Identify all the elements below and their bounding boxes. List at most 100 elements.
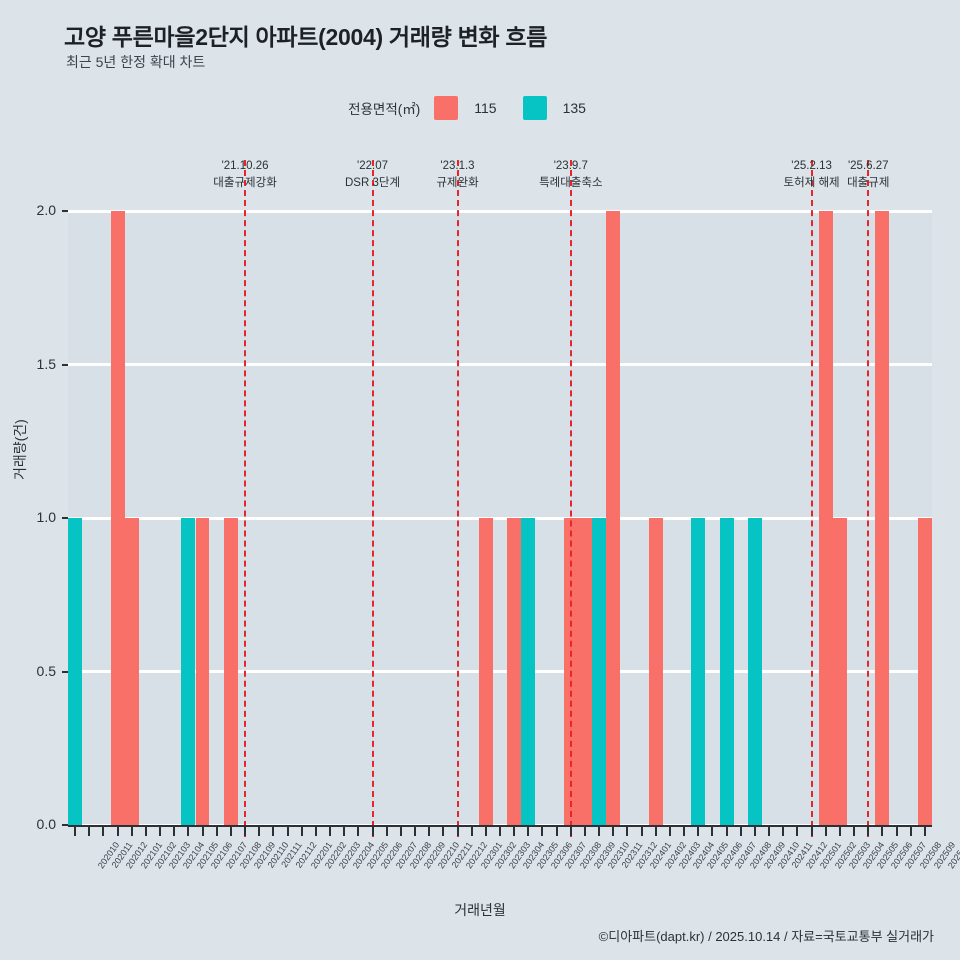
- bar-115-202503[interactable]: [818, 211, 833, 825]
- x-tick: [159, 827, 162, 836]
- bar-135-202408[interactable]: [719, 518, 734, 825]
- x-tick: [102, 827, 105, 836]
- bar-135-202306[interactable]: [521, 518, 536, 825]
- x-tick: [739, 827, 742, 836]
- x-tick: [428, 827, 431, 836]
- legend-label-115: 115: [474, 100, 497, 116]
- y-tick-mark: [62, 363, 68, 366]
- bar-115-202504[interactable]: [832, 518, 847, 825]
- x-tick: [470, 827, 473, 836]
- x-tick: [895, 827, 898, 836]
- event-date: '23.1.3: [440, 160, 475, 172]
- x-tick: [527, 827, 530, 836]
- event-text: DSR 3단계: [345, 177, 401, 189]
- x-tick: [824, 827, 827, 836]
- y-tick-mark: [62, 210, 68, 212]
- legend-swatch-135: [522, 96, 547, 120]
- page-subtitle: 최근 5년 한정 확대 차트: [66, 54, 206, 70]
- event-line-202207: [371, 160, 374, 837]
- event-label-202506: '25.6.27 대출규제: [798, 158, 938, 192]
- bar-135-202406[interactable]: [691, 518, 706, 825]
- event-date: '25.2.13: [791, 160, 832, 172]
- bar-115-202102[interactable]: [124, 518, 139, 825]
- x-axis-line: [68, 825, 932, 827]
- y-tick-label: 0.0: [36, 816, 56, 832]
- bar-115-202107[interactable]: [195, 518, 210, 825]
- event-text: 대출규제강화: [213, 177, 277, 189]
- bar-115-202510[interactable]: [917, 518, 932, 825]
- x-tick: [683, 827, 686, 836]
- legend-title: 전용면적(㎡): [348, 102, 421, 117]
- event-date: '23.9.7: [553, 160, 588, 172]
- event-date: '22.07: [357, 160, 388, 172]
- gridline: [68, 516, 932, 520]
- x-tick: [456, 827, 459, 836]
- x-tick: [867, 827, 870, 836]
- x-tick: [130, 827, 133, 836]
- x-tick: [385, 827, 388, 836]
- x-tick: [187, 827, 190, 836]
- x-tick: [513, 827, 516, 836]
- x-tick: [654, 827, 657, 836]
- bar-115-202101[interactable]: [110, 211, 125, 825]
- x-tick: [796, 827, 799, 836]
- x-tick: [697, 827, 700, 836]
- event-label-202110: '21.10.26 대출규제강화: [175, 158, 315, 192]
- y-tick-mark: [62, 670, 68, 673]
- plot-area: [68, 209, 932, 827]
- x-tick: [753, 827, 756, 836]
- event-text: 특례대출축소: [539, 177, 603, 189]
- x-tick: [668, 827, 671, 836]
- event-text: 규제완화: [436, 177, 479, 189]
- bar-115-202312[interactable]: [606, 211, 621, 825]
- chart-legend: 전용면적(㎡) 115 135: [0, 96, 960, 120]
- x-tick: [768, 827, 771, 836]
- x-tick: [725, 827, 728, 836]
- bar-115-202303[interactable]: [478, 518, 493, 825]
- x-tick: [499, 827, 501, 836]
- x-tick: [711, 827, 714, 836]
- event-line-202502: [810, 160, 813, 837]
- x-tick: [357, 827, 360, 836]
- bar-135-202311[interactable]: [592, 518, 607, 825]
- x-tick: [88, 827, 91, 836]
- bar-135-202106[interactable]: [181, 518, 196, 825]
- bar-135-202010[interactable]: [68, 518, 83, 825]
- x-tick: [399, 827, 402, 836]
- x-tick: [286, 827, 289, 836]
- x-tick: [484, 827, 487, 836]
- bar-115-202310[interactable]: [578, 518, 592, 825]
- x-tick: [555, 827, 558, 836]
- event-label-202309: '23.9.7 특례대출축소: [501, 158, 641, 192]
- bar-115-202403[interactable]: [648, 518, 663, 825]
- x-tick: [640, 827, 643, 836]
- x-tick: [371, 827, 374, 836]
- legend-label-135: 135: [562, 100, 586, 116]
- x-tick: [258, 827, 261, 836]
- legend-item-115[interactable]: 115: [434, 96, 497, 120]
- x-tick: [229, 827, 232, 836]
- x-tick: [144, 827, 147, 836]
- x-tick: [215, 827, 218, 836]
- x-tick: [272, 827, 275, 836]
- x-tick: [329, 827, 332, 836]
- page-title: 고양 푸른마을2단지 아파트(2004) 거래량 변화 흐름: [64, 24, 548, 50]
- bar-115-202507[interactable]: [875, 211, 890, 825]
- event-label-202502: '25.2.13 토허제 해제: [742, 158, 882, 192]
- y-tick-mark: [62, 824, 68, 826]
- x-tick: [782, 827, 785, 836]
- footer-credit: ©디아파트(dapt.kr) / 2025.10.14 / 자료=국토교통부 실…: [598, 929, 934, 944]
- bar-115-202305[interactable]: [507, 518, 522, 825]
- x-tick: [541, 827, 544, 836]
- event-line-202301: [456, 160, 459, 837]
- x-tick: [598, 827, 601, 836]
- x-axis-title: 거래년월: [454, 902, 506, 918]
- event-line-202506: [867, 160, 870, 837]
- bar-115-202109[interactable]: [223, 518, 238, 825]
- legend-item-135[interactable]: 135: [522, 96, 586, 120]
- x-tick: [612, 827, 615, 836]
- bar-135-202410[interactable]: [748, 518, 762, 825]
- gridline: [68, 209, 932, 213]
- event-label-202207: '22.07 DSR 3단계: [303, 158, 443, 192]
